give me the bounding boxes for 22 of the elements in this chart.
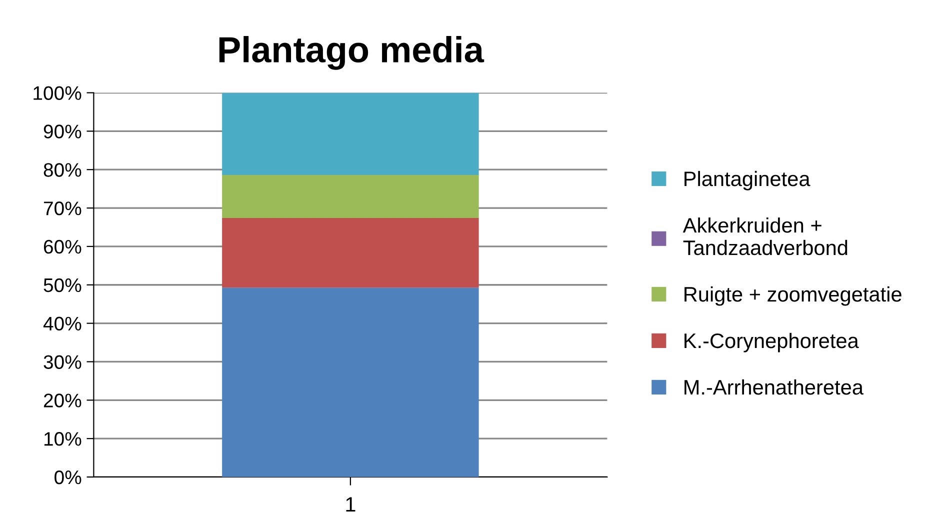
legend-label: K.-Corynephoretea [684, 332, 859, 352]
legend-label: Plantaginetea [684, 170, 810, 190]
y-tick-label: 40% [43, 316, 82, 331]
y-tick-label: 20% [44, 394, 82, 408]
legend-label: Akkerkruiden + Tandzaadverbond [682, 217, 848, 256]
bar [222, 218, 479, 288]
legend-label: Ruigte + zoomvegetatie [684, 286, 902, 306]
y-tick-label: 10% [44, 432, 82, 446]
y-tick-label: 60% [44, 240, 82, 254]
y-tick-label: 0% [54, 470, 82, 484]
chart-title: Plantago media [219, 36, 484, 70]
y-tick-label: 30% [44, 355, 82, 369]
bar [222, 174, 479, 218]
y-tick-label: 90% [44, 124, 82, 138]
y-tick-label: 100% [34, 86, 82, 100]
legend-label: M.-Arrhenatheretea [684, 379, 864, 395]
bar [222, 288, 479, 477]
y-tick-label: 80% [44, 163, 82, 177]
x-tick-label: 1 [346, 497, 356, 512]
y-tick-label: 50% [44, 278, 82, 292]
y-tick-label: 70% [44, 201, 82, 216]
bar [222, 92, 479, 175]
